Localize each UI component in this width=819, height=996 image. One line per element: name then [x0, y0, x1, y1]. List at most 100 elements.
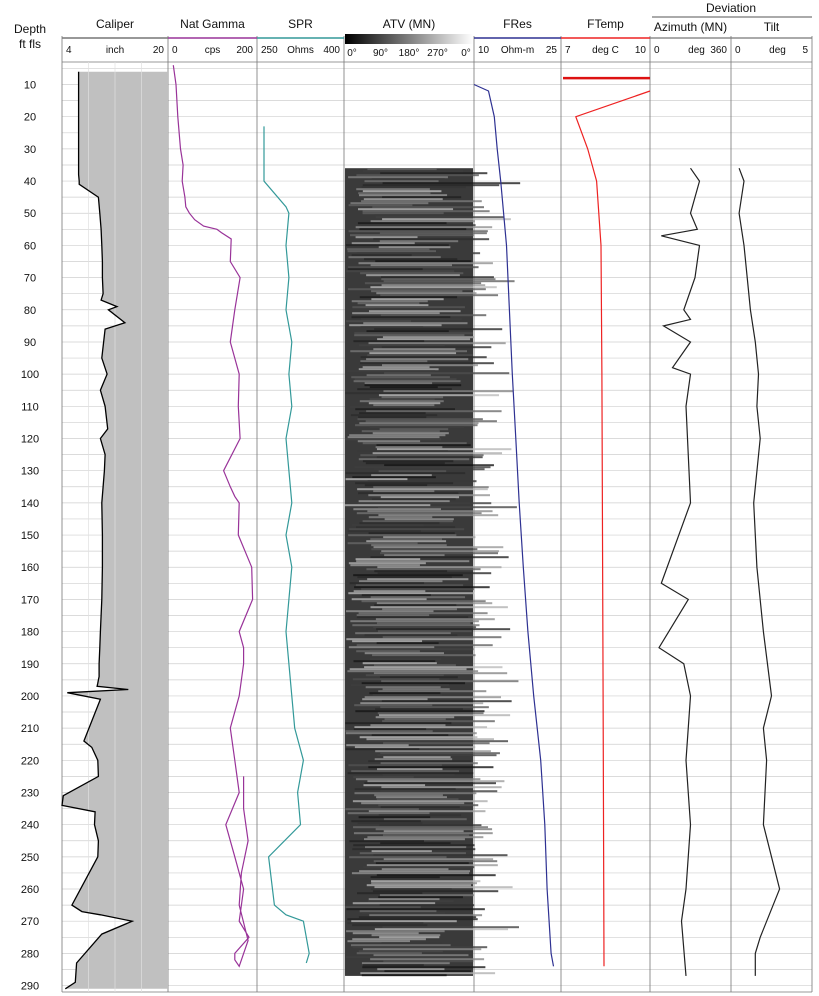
atv-texture [358, 816, 431, 819]
atv-texture [368, 532, 455, 535]
atv-texture [358, 492, 459, 495]
scale-min-label: 0 [172, 45, 178, 56]
atv-texture [373, 486, 489, 489]
depth-tick-label: 260 [21, 884, 39, 896]
atv-texture [345, 472, 466, 475]
depth-tick-label: 20 [24, 112, 36, 124]
atv-texture [382, 774, 455, 777]
atv-texture [355, 584, 464, 587]
atv-texture [359, 580, 443, 583]
atv-texture [373, 546, 504, 549]
atv-texture [357, 440, 421, 443]
atv-texture [355, 778, 481, 781]
atv-texture [353, 590, 426, 593]
atv-texture [368, 760, 472, 763]
atv-texture [360, 454, 484, 457]
atv-texture [357, 822, 423, 825]
atv-texture [358, 192, 431, 195]
atv-texture [369, 648, 474, 651]
atv-texture [359, 736, 478, 739]
atv-texture [358, 262, 493, 265]
atv-texture [376, 456, 483, 459]
atv-texture [378, 896, 463, 899]
atv-texture [370, 876, 440, 879]
atv-texture [379, 676, 458, 679]
atv-texture [373, 672, 508, 675]
atv-texture [345, 906, 421, 909]
atv-texture [364, 180, 439, 183]
atv-texture [358, 950, 443, 953]
atv-texture [351, 770, 460, 773]
atv-texture [381, 346, 492, 349]
atv-texture [376, 602, 493, 605]
atv-texture [383, 830, 464, 833]
atv-texture [347, 670, 479, 673]
atv-texture [354, 334, 465, 337]
atv-texture [382, 196, 462, 199]
atv-texture [376, 874, 496, 877]
atv-texture [361, 962, 450, 965]
atv-texture [347, 268, 423, 271]
atv-texture [349, 324, 442, 327]
atv-texture [378, 470, 447, 473]
atv-texture [380, 276, 494, 279]
atv-texture [369, 914, 483, 917]
atv-texture [378, 506, 517, 509]
atv-texture [369, 658, 442, 661]
scale-unit-label: deg [688, 45, 705, 56]
atv-texture [348, 288, 486, 291]
atv-texture [375, 216, 505, 219]
tiltcurve [738, 167, 781, 976]
atv-texture [378, 690, 487, 693]
atv-texture [384, 518, 454, 521]
atv-texture [352, 640, 423, 643]
atv-texture [380, 842, 451, 845]
atv-texture [356, 512, 482, 515]
atv-texture [354, 378, 457, 381]
atv-texture [369, 426, 465, 429]
atv-texture [362, 170, 464, 173]
depth-tick-label: 60 [24, 240, 36, 252]
atv-texture [372, 206, 484, 209]
atv-texture [357, 222, 447, 225]
atv-texture [367, 578, 469, 581]
atv-texture [372, 654, 476, 657]
atv-texture [354, 704, 433, 707]
depth-tick-label: 30 [24, 144, 36, 156]
atv-texture [346, 638, 473, 641]
atv-texture [362, 964, 424, 967]
atv-texture [374, 928, 509, 931]
atv-texture [374, 214, 446, 217]
atv-texture [355, 482, 454, 485]
atv-texture [360, 360, 428, 363]
atv-texture [356, 650, 420, 653]
track-title: Tilt [764, 20, 780, 34]
atv-texture [355, 226, 493, 229]
atv-texture [371, 298, 444, 301]
depth-tick-label: 180 [21, 627, 39, 639]
atv-texture [373, 854, 508, 857]
atv-texture [362, 948, 482, 951]
track-title: ATV (MN) [383, 17, 435, 31]
atv-texture [374, 328, 503, 331]
atv-texture [370, 556, 509, 559]
atv-texture [372, 452, 503, 455]
atv-texture [348, 204, 413, 207]
atv-texture [347, 530, 421, 533]
atv-texture [354, 726, 488, 729]
atv-texture [381, 680, 519, 683]
atv-texture [354, 746, 476, 749]
atv-texture [364, 666, 503, 669]
atv-texture [352, 938, 426, 941]
atv-texture [353, 776, 414, 779]
atv-texture [360, 272, 464, 275]
track-title: FRes [503, 17, 532, 31]
atv-texture [352, 312, 440, 315]
atv-texture [345, 610, 434, 613]
atv-texture [370, 606, 508, 609]
atv-texture [355, 558, 421, 561]
atv-texture [382, 218, 511, 221]
atv-texture [384, 718, 446, 721]
atv-texture [350, 684, 450, 687]
